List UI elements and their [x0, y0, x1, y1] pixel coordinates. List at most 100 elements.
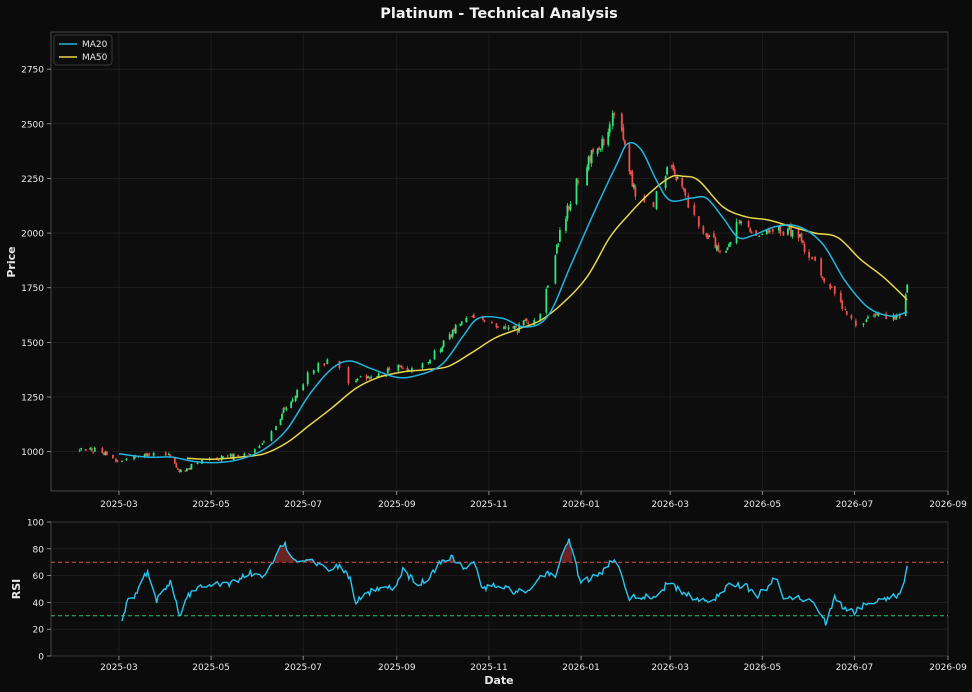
candle-body [84, 449, 87, 451]
candle-body [620, 113, 623, 131]
candle-body [729, 241, 732, 245]
candle-body [459, 323, 462, 326]
candle-body [450, 334, 453, 338]
candle-body [833, 285, 836, 294]
legend-ma50-label: MA50 [82, 53, 108, 63]
candle-body [670, 165, 673, 167]
candle-body [249, 454, 252, 456]
candle-body [758, 235, 761, 237]
candle-body [176, 468, 179, 470]
candle-body [844, 309, 847, 311]
candle-body [629, 170, 632, 175]
candle-body [367, 376, 370, 378]
rsi-x-tick-label: 2025-11 [470, 663, 508, 673]
candle-body [263, 441, 265, 443]
candle-body [719, 250, 721, 252]
candle-body [631, 171, 634, 187]
candle-body [873, 315, 875, 317]
price-panel: 1000 1250 1500 1750 2000 2250 2500 2750 2025-03… [5, 31, 967, 510]
candle-body [592, 149, 595, 152]
candle-body [599, 148, 602, 150]
candle-body [232, 453, 235, 461]
candle-body [894, 315, 897, 320]
price-y-tick-label: 2000 [21, 230, 44, 240]
candle-body [820, 258, 823, 276]
candle-body [491, 322, 493, 324]
candle-body [821, 276, 824, 278]
candle-body [291, 399, 294, 402]
rsi-plot-area [50, 521, 949, 657]
legend[interactable]: MA20 MA50 [53, 34, 113, 66]
price-y-tick-label: 2500 [21, 120, 44, 130]
candle-body [895, 315, 898, 319]
candle-body [524, 320, 527, 322]
candle-body [406, 367, 409, 371]
price-grid [51, 32, 949, 491]
candle-body [243, 453, 246, 456]
candle-body [682, 188, 685, 190]
rsi-x-tick-label: 2025-07 [284, 663, 322, 673]
candle-body [472, 314, 475, 318]
price-x-tick-label: 2026-09 [929, 500, 967, 510]
candle-body [115, 458, 117, 462]
candle-body [365, 375, 368, 380]
candle-body [400, 366, 403, 368]
price-x-tick-label: 2025-09 [378, 500, 416, 510]
rsi-y-axis-label: RSI [10, 579, 23, 600]
candle-body [290, 402, 293, 408]
candle-body [735, 221, 738, 244]
candle-body [728, 244, 730, 247]
candle-body [152, 452, 155, 456]
candle-body [504, 326, 507, 329]
candle-body [693, 204, 696, 215]
price-y-tick-label: 1000 [21, 448, 44, 458]
candle-body [507, 327, 510, 330]
candle-body [270, 431, 273, 442]
candle-body [460, 321, 463, 325]
candle-body [697, 216, 700, 227]
candle-body [189, 468, 191, 470]
rsi-x-tick-label: 2025-09 [378, 663, 416, 673]
candle-body [586, 167, 588, 186]
candle-body [388, 367, 391, 370]
candle-body [247, 453, 250, 455]
candle-body [167, 453, 170, 456]
legend-ma20-label: MA20 [82, 40, 108, 50]
price-x-tick-label: 2025-07 [284, 500, 322, 510]
candle-body [102, 452, 105, 455]
price-x-tick-label: 2026-01 [562, 500, 600, 510]
candle-body [401, 368, 404, 370]
candle-body [623, 140, 626, 145]
candle-body [216, 457, 219, 459]
candle-body [906, 284, 909, 293]
candle-body [518, 324, 521, 332]
candle-body [439, 349, 442, 353]
candle-body [89, 448, 92, 450]
candle-body [632, 184, 635, 188]
candle-body [186, 468, 188, 471]
price-y-tick-label: 2750 [21, 66, 44, 76]
rsi-overbought-area [561, 538, 572, 563]
candle-body [839, 292, 842, 302]
candle-body [568, 206, 570, 210]
candle-body [823, 278, 826, 282]
candle-body [782, 231, 785, 236]
candle-body [513, 325, 516, 330]
price-y-axis-label: Price [5, 246, 18, 277]
candle-body [713, 233, 715, 238]
candle-body [725, 251, 727, 253]
candle-body [179, 469, 182, 473]
candle-body [187, 468, 190, 470]
x-axis-label: Date [484, 674, 513, 687]
candle-body [790, 224, 792, 237]
candle-body [190, 463, 193, 470]
candle-body [281, 414, 283, 420]
candle-body [148, 453, 151, 456]
candle-body [285, 408, 288, 410]
candle-body [512, 326, 514, 328]
candle-body [557, 243, 560, 245]
candle-body [421, 363, 424, 368]
candle-body [716, 246, 718, 251]
candle-body [601, 138, 604, 149]
candle-body [284, 407, 286, 409]
